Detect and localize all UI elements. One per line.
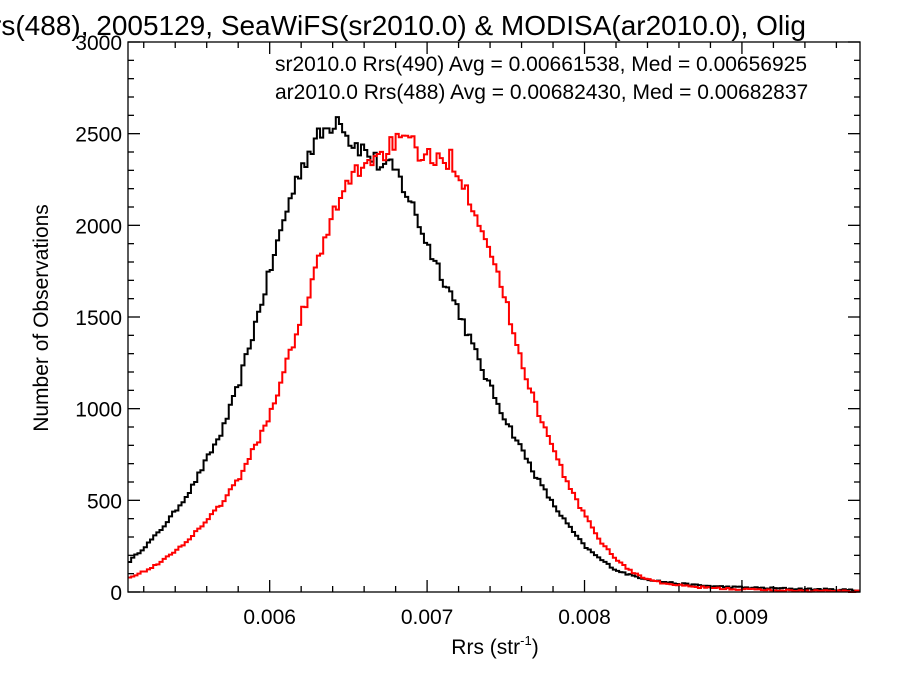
- y-tick-label: 500: [87, 490, 122, 513]
- x-axis-label-tail: ): [532, 636, 539, 659]
- y-tick-label: 2500: [75, 124, 122, 147]
- x-axis-label-main: Rrs (str: [451, 636, 520, 659]
- y-axis-label: Number of Observations: [30, 204, 53, 432]
- series-line-2: [128, 132, 860, 593]
- x-tick-label: 0.008: [558, 606, 611, 629]
- x-tick-label: 0.006: [243, 606, 296, 629]
- y-tick-label: 3000: [75, 32, 122, 55]
- legend-series-2: ar2010.0 Rrs(488) Avg = 0.00682430, Med …: [275, 81, 808, 104]
- legend-series-1: sr2010.0 Rrs(490) Avg = 0.00661538, Med …: [275, 53, 807, 76]
- y-tick-label: 1500: [75, 307, 122, 330]
- chart-title: rs(488), 2005129, SeaWiFS(sr2010.0) & MO…: [0, 10, 806, 41]
- plot-area: 0.006 0.007 0.008 0.009 0 500 1000 1500 2000 2500…: [75, 32, 861, 629]
- y-tick-label: 0: [110, 582, 122, 605]
- x-axis-label: Rrs (str-1): [451, 633, 538, 659]
- y-tick-label: 2000: [75, 215, 122, 238]
- x-axis-label-sup: -1: [520, 633, 532, 648]
- plot-frame: [127, 41, 861, 593]
- x-tick-label: 0.007: [401, 606, 454, 629]
- x-tick-label: 0.009: [716, 606, 769, 629]
- y-tick-label: 1000: [75, 399, 122, 422]
- series-line-1: [128, 116, 860, 593]
